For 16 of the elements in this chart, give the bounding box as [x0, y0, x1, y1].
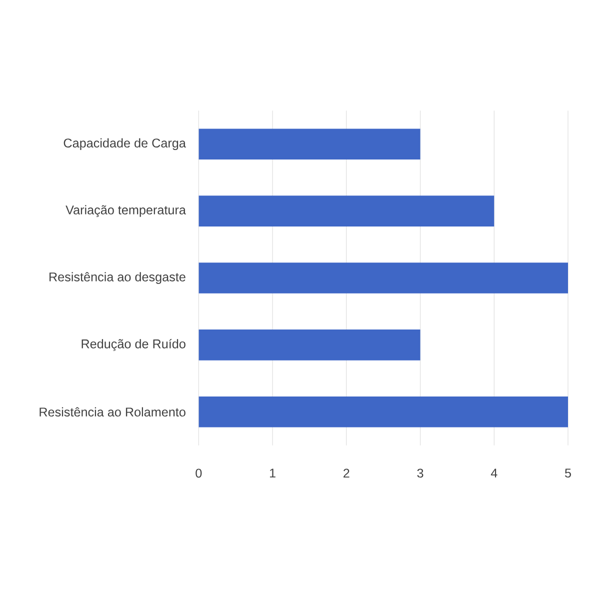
x-tick-label: 4 — [490, 468, 498, 478]
bar — [198, 128, 420, 160]
bar — [198, 396, 568, 428]
x-tick-label: 3 — [417, 468, 424, 478]
y-tick-label: Capacidade de Carga — [64, 138, 186, 150]
x-tick-label: 5 — [564, 468, 571, 478]
y-tick-label: Resistência ao desgaste — [50, 272, 186, 284]
bar — [198, 262, 568, 294]
y-tick-label: Resistência ao Rolamento — [40, 407, 186, 417]
bar — [198, 330, 420, 360]
x-tick-label: 2 — [344, 468, 350, 478]
y-tick-label: Variação temperatura — [66, 205, 186, 217]
y-tick-label: Redução de Ruído — [82, 338, 186, 351]
bar — [198, 196, 494, 226]
x-tick-label: 1 — [270, 468, 276, 478]
x-tick-label: 0 — [196, 468, 202, 478]
